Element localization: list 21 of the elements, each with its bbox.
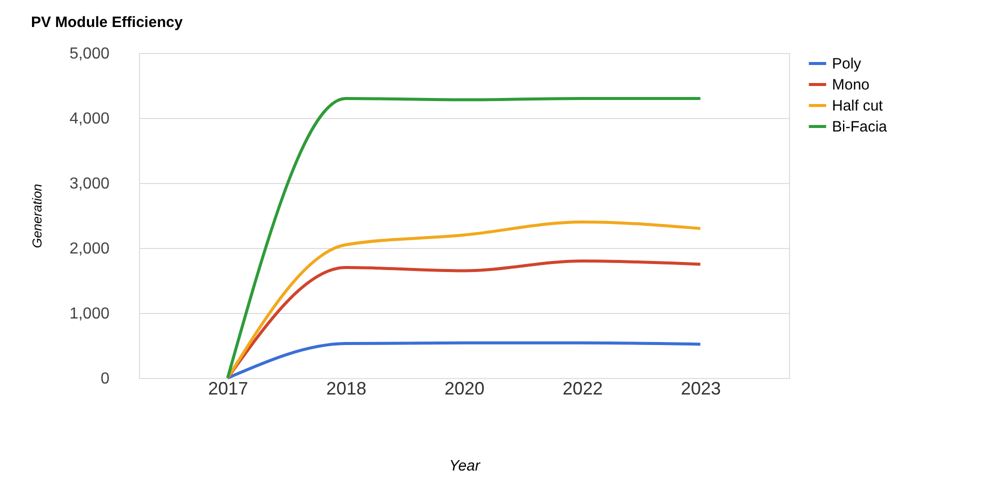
y-tick-label: 4,000 [69, 110, 110, 128]
legend-label: Mono [832, 76, 870, 94]
y-tick-label: 3,000 [69, 176, 110, 192]
y-tick-label: 2,000 [69, 240, 110, 258]
x-tick-label: 2023 [680, 378, 721, 398]
x-tick-label: 2020 [444, 378, 485, 398]
x-tick-label: 2017 [208, 378, 248, 398]
legend-label: Half cut [832, 98, 884, 114]
line-series [226, 260, 702, 380]
legend-label: Poly [832, 56, 862, 72]
x-tick-label: 2022 [562, 378, 603, 398]
y-tick-label: 1,000 [69, 306, 110, 322]
x-axis-title: Year [449, 458, 481, 474]
y-tick-label: 0 [100, 370, 110, 388]
legend-label: Bi-Facia [832, 118, 888, 136]
y-tick-label: 5,000 [69, 46, 110, 62]
y-axis-title: Generation [29, 184, 44, 248]
chart-title: PV Module Efficiency [30, 14, 184, 31]
line-series [226, 341, 702, 380]
x-tick-label: 2018 [326, 378, 366, 398]
line-series [226, 220, 702, 380]
